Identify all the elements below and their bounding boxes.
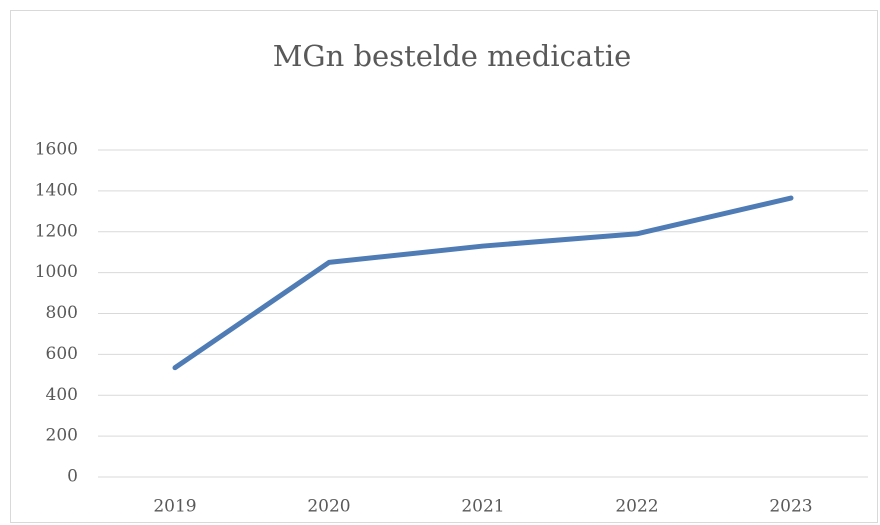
chart-title: MGn bestelde medicatie <box>273 39 632 73</box>
x-tick-label: 2021 <box>461 497 504 517</box>
y-tick-label: 400 <box>46 385 78 405</box>
y-tick-label: 1400 <box>35 180 78 200</box>
x-tick-label: 2020 <box>307 497 350 517</box>
x-tick-label: 2019 <box>153 497 196 517</box>
y-tick-label: 1000 <box>35 262 78 282</box>
y-tick-label: 600 <box>46 344 78 364</box>
y-tick-label: 200 <box>46 426 78 446</box>
y-tick-label: 0 <box>67 467 78 487</box>
y-tick-label: 800 <box>46 303 78 323</box>
x-tick-label: 2023 <box>769 497 812 517</box>
y-tick-label: 1200 <box>35 221 78 241</box>
line <box>172 195 794 371</box>
y-tick-label: 1600 <box>35 140 78 160</box>
chart-frame <box>10 10 878 523</box>
x-tick-label: 2022 <box>615 497 658 517</box>
